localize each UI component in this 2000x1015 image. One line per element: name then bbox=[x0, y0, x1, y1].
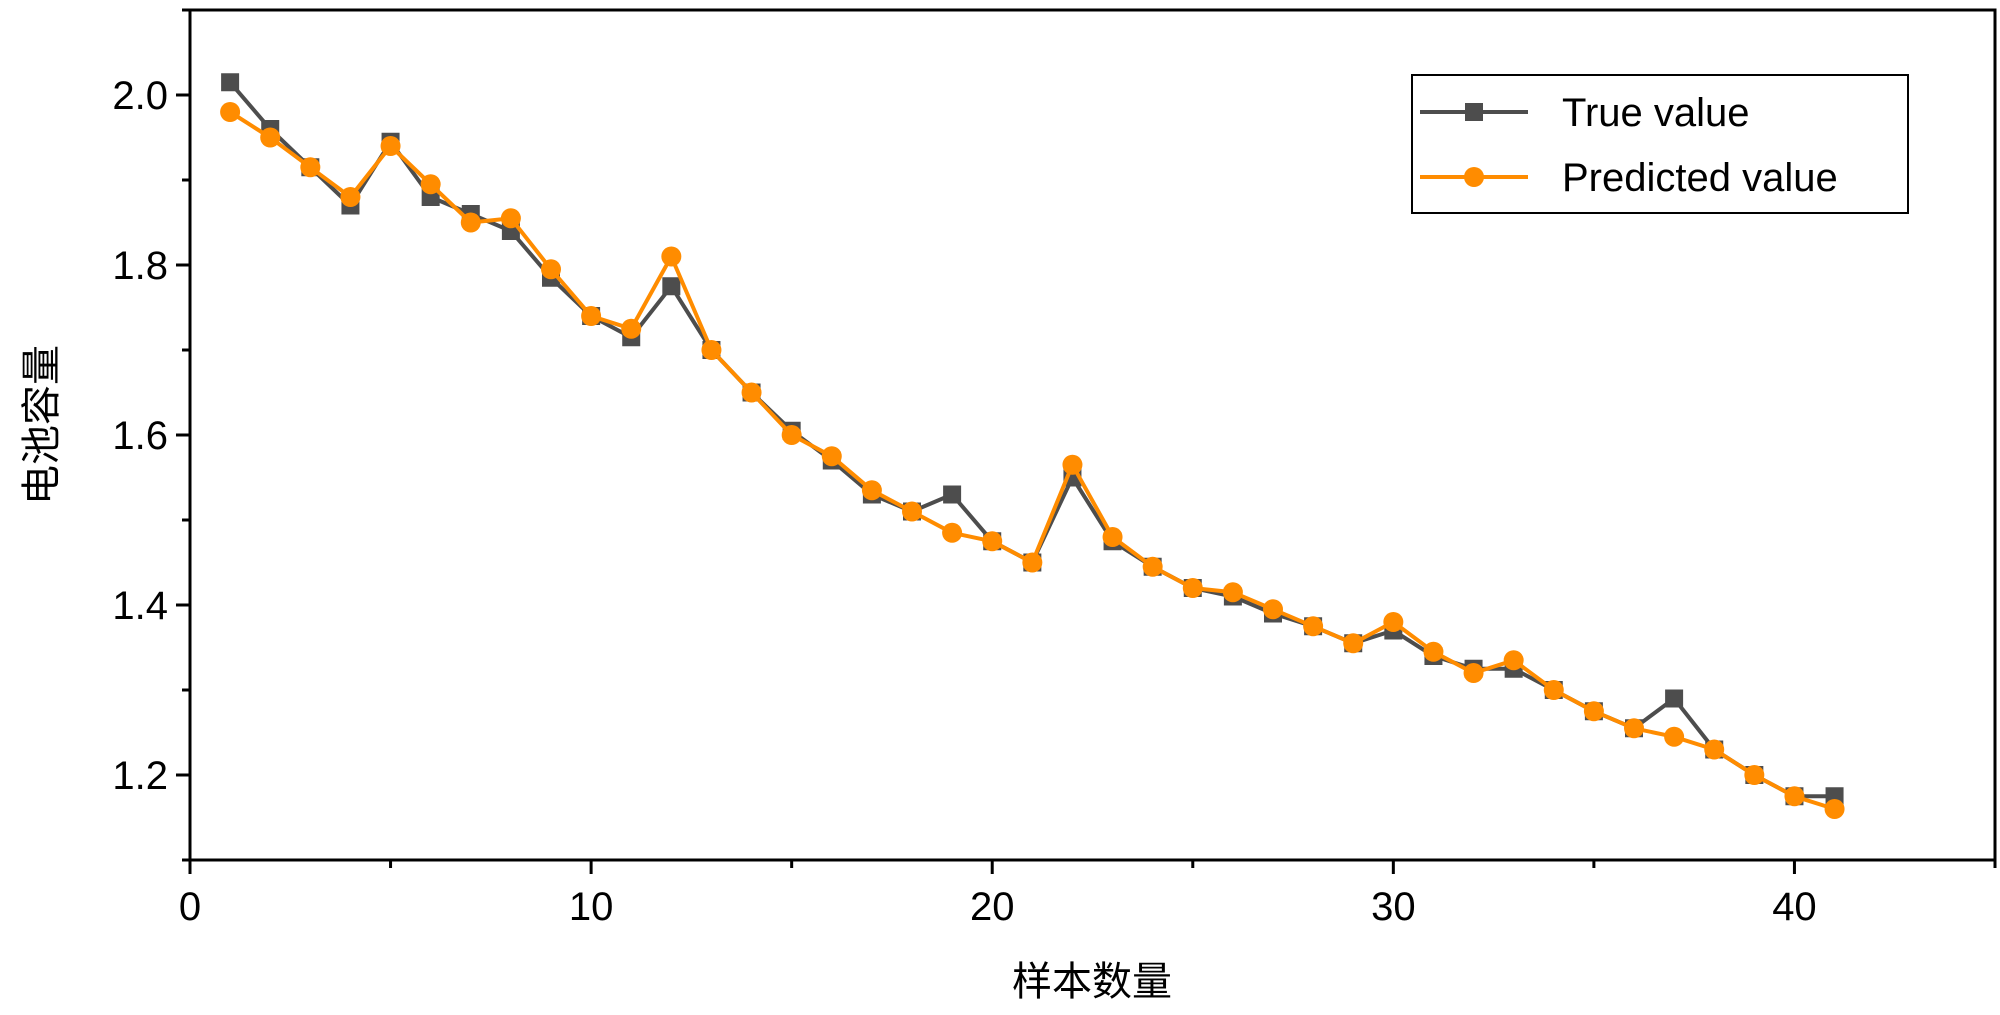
legend-marker bbox=[1465, 103, 1483, 121]
y-tick-label: 1.6 bbox=[112, 414, 168, 458]
legend-item: Predicted value bbox=[1420, 156, 1838, 200]
data-point bbox=[1463, 663, 1484, 683]
data-point bbox=[221, 73, 240, 92]
data-point bbox=[662, 277, 681, 296]
data-point bbox=[500, 208, 521, 229]
data-point bbox=[1824, 799, 1845, 819]
data-point bbox=[1102, 527, 1123, 547]
y-tick-label: 1.4 bbox=[112, 584, 168, 628]
data-point bbox=[1062, 454, 1083, 475]
y-tick-label: 1.2 bbox=[112, 754, 168, 798]
data-point bbox=[661, 246, 682, 267]
data-point bbox=[380, 136, 401, 156]
data-point bbox=[942, 522, 963, 543]
data-series bbox=[220, 73, 1845, 819]
data-point bbox=[943, 485, 962, 504]
data-point bbox=[1343, 633, 1364, 654]
data-point bbox=[1624, 718, 1644, 739]
data-point bbox=[460, 212, 481, 233]
data-point bbox=[1503, 650, 1524, 671]
x-tick-label: 30 bbox=[1371, 885, 1416, 929]
data-point bbox=[1784, 786, 1805, 807]
data-point bbox=[741, 382, 762, 403]
data-point bbox=[1303, 616, 1324, 637]
data-point bbox=[340, 187, 361, 207]
data-point bbox=[621, 318, 642, 339]
data-point bbox=[821, 446, 842, 467]
data-point bbox=[300, 157, 321, 178]
data-point bbox=[541, 259, 561, 280]
data-point bbox=[781, 425, 802, 445]
data-point bbox=[260, 127, 281, 148]
data-point bbox=[701, 340, 722, 360]
series-predicted-value bbox=[220, 102, 1845, 819]
data-point bbox=[1744, 765, 1765, 785]
data-point bbox=[1423, 641, 1444, 662]
data-point bbox=[1182, 578, 1203, 598]
data-point bbox=[902, 501, 922, 522]
legend-label: Predicted value bbox=[1562, 156, 1838, 200]
legend-label: True value bbox=[1562, 91, 1750, 135]
data-point bbox=[420, 174, 441, 195]
data-point bbox=[1583, 701, 1604, 722]
data-point bbox=[1263, 599, 1283, 620]
y-tick-label: 1.8 bbox=[112, 244, 168, 288]
x-tick-label: 40 bbox=[1772, 885, 1817, 929]
y-tick-label: 2.0 bbox=[112, 74, 168, 118]
data-point bbox=[1222, 582, 1243, 603]
x-tick-label: 10 bbox=[569, 885, 614, 929]
data-point bbox=[982, 531, 1003, 552]
data-point bbox=[1704, 739, 1725, 760]
legend-marker bbox=[1464, 167, 1484, 187]
legend-item: True value bbox=[1420, 91, 1750, 135]
x-tick-label: 20 bbox=[970, 885, 1015, 929]
data-point bbox=[1543, 680, 1564, 700]
data-point bbox=[220, 102, 241, 122]
data-point bbox=[1383, 612, 1404, 632]
axis-ticks: 0 10 20 30 40 1.2 1.4 1.6 1.8 2.0 bbox=[112, 8, 1997, 929]
data-point bbox=[581, 306, 602, 326]
legend: True value Predicted value bbox=[1411, 74, 1909, 214]
x-tick-label: 0 bbox=[179, 885, 201, 929]
data-point bbox=[1022, 552, 1043, 573]
data-point bbox=[1664, 726, 1685, 747]
y-axis-title: 电池容量 bbox=[19, 345, 65, 505]
data-point bbox=[861, 480, 882, 501]
x-axis-title: 样本数量 bbox=[1012, 959, 1172, 1005]
data-point bbox=[1142, 556, 1163, 577]
data-point bbox=[1665, 689, 1684, 708]
legend-box bbox=[1411, 74, 1909, 214]
